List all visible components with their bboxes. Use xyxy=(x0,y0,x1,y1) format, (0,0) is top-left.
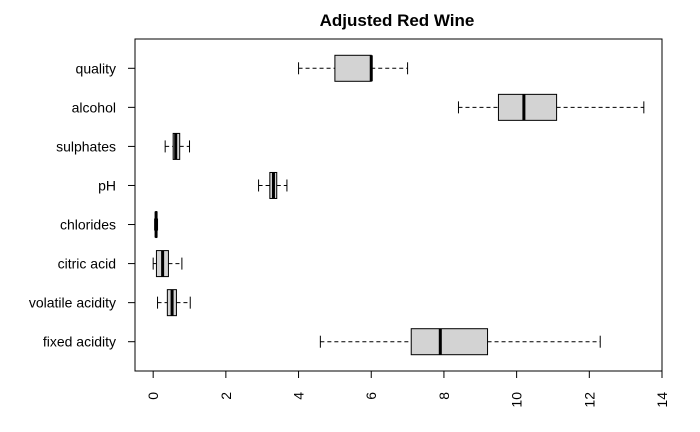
x-axis: 0 2 4 6 8 10 12 14 xyxy=(145,370,670,408)
box-fixed-acidity xyxy=(319,328,601,356)
x-tick-label-6: 6 xyxy=(363,392,379,400)
x-tick-label-14: 14 xyxy=(654,392,670,408)
x-tick-label-2: 2 xyxy=(218,392,234,400)
box-citric-acid xyxy=(152,250,183,278)
iqr-box-quality xyxy=(334,54,372,82)
box-volatile-acidity xyxy=(157,289,191,317)
box-alcohol xyxy=(457,93,645,121)
x-tick-label-12: 12 xyxy=(581,392,597,408)
iqr-box-fixed-acidity xyxy=(410,328,489,356)
box-chlorides xyxy=(154,211,159,239)
x-tick-label-8: 8 xyxy=(436,392,452,400)
category-label-fixed-acidity: fixed acidity xyxy=(43,334,116,350)
category-labels: fixed acidity volatile acidity citric acid… xyxy=(29,60,135,350)
box-sulphates xyxy=(164,132,191,160)
category-label-sulphates: sulphates xyxy=(56,138,116,154)
chart-title: Adjusted Red Wine xyxy=(320,11,475,30)
category-label-pH: pH xyxy=(98,177,116,193)
category-label-alcohol: alcohol xyxy=(72,99,116,115)
x-tick-label-4: 4 xyxy=(291,392,307,400)
category-label-chlorides: chlorides xyxy=(60,217,116,233)
category-label-quality: quality xyxy=(76,60,116,76)
box-pH xyxy=(258,171,288,199)
category-label-citric-acid: citric acid xyxy=(58,256,116,272)
iqr-box-alcohol xyxy=(497,93,558,121)
category-label-volatile-acidity: volatile acidity xyxy=(29,295,116,311)
plot-frame xyxy=(134,38,663,372)
boxes-layer xyxy=(152,54,645,356)
x-tick-label-0: 0 xyxy=(145,392,161,400)
x-tick-label-10: 10 xyxy=(509,392,525,408)
box-quality xyxy=(298,54,409,82)
